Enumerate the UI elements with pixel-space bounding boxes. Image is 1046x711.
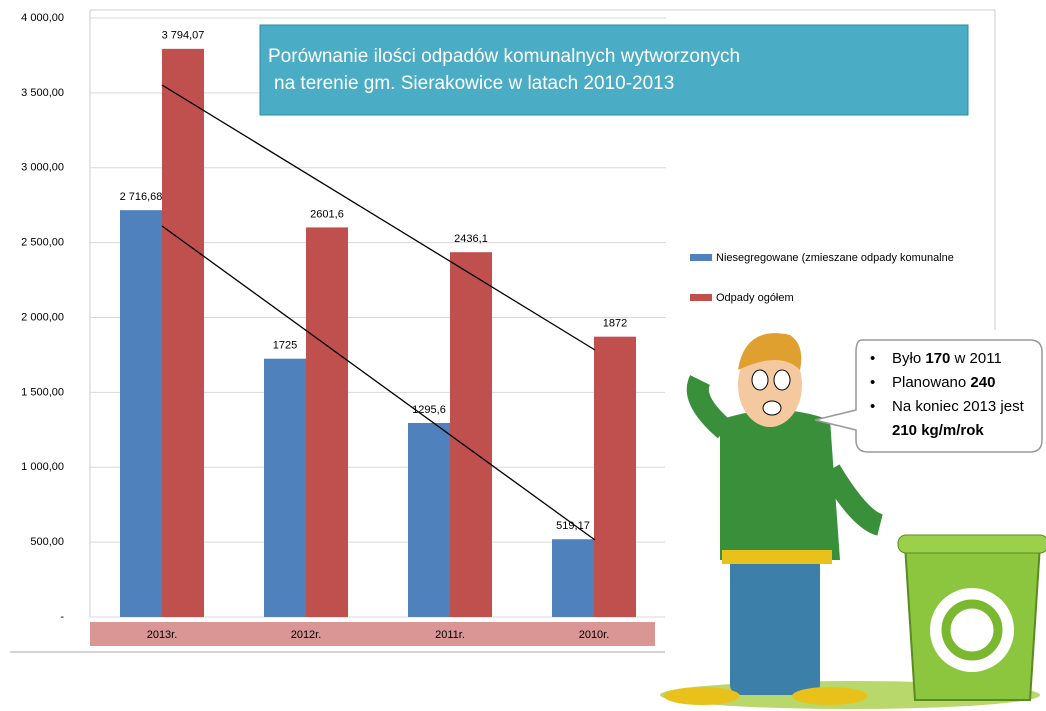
- legend: Niesegregowane (zmieszane odpady komunal…: [690, 252, 954, 304]
- value-label: 519,17: [556, 520, 590, 532]
- category-strip: [90, 622, 655, 646]
- bar: [450, 252, 492, 617]
- value-label: 3 794,07: [162, 30, 205, 42]
- x-tick-label: 2013r.: [147, 629, 178, 641]
- callout-item: Na koniec 2013 jest: [892, 398, 1025, 415]
- callout-emphasis: 210 kg/m/rok: [892, 422, 984, 439]
- bar: [264, 358, 306, 617]
- bar: [306, 227, 348, 617]
- text: Planowano: [892, 374, 970, 391]
- speech-bubble: • Było 170 w 2011 • Planowano 240 • Na k…: [814, 339, 1043, 453]
- y-tick-label: 1 500,00: [21, 386, 64, 398]
- y-tick-label: 2 000,00: [21, 311, 64, 323]
- bar: [162, 48, 204, 618]
- y-tick-label: 4 000,00: [21, 12, 64, 24]
- value-label: 2601,6: [310, 208, 344, 220]
- y-tick-label: 3 500,00: [21, 87, 64, 99]
- trend-line: [161, 225, 596, 541]
- bar: [552, 539, 594, 617]
- legend-swatch: [690, 294, 712, 301]
- y-tick-label: 500,00: [30, 536, 64, 548]
- bullet: •: [870, 398, 875, 415]
- value-label: 1872: [603, 318, 627, 330]
- callout-item: Planowano 240: [892, 374, 995, 391]
- bar: [408, 422, 450, 617]
- text: Było: [892, 350, 925, 367]
- value-label: 1725: [273, 340, 297, 352]
- bar: [120, 210, 162, 617]
- y-tick-label: 3 000,00: [21, 162, 64, 174]
- callout-item: Było 170 w 2011: [892, 350, 1002, 367]
- value-label: 1295,6: [412, 404, 446, 416]
- x-tick-label: 2011r.: [435, 629, 465, 641]
- chart-title: Porównanie ilości odpadów komunalnych wy…: [268, 46, 740, 67]
- title-box: [259, 24, 969, 116]
- text: w 2011: [950, 350, 1001, 367]
- value-label: 2 716,68: [120, 191, 163, 203]
- y-tick-label: -: [60, 611, 64, 623]
- y-tick-label: 1 000,00: [21, 461, 64, 473]
- text: 240: [970, 374, 995, 391]
- plot: - 500,00 1 000,00 1 500,00 2 000,00 2 500,00 3…: [21, 12, 666, 646]
- chart-title: na terenie gm. Sierakowice w latach 2010…: [274, 73, 674, 94]
- value-label: 2436,1: [454, 233, 488, 245]
- text: 170: [925, 350, 950, 367]
- legend-swatch: [690, 254, 712, 261]
- bullet: •: [870, 350, 875, 367]
- x-tick-label: 2012r.: [291, 629, 322, 641]
- bar: [594, 336, 636, 617]
- legend-label: Niesegregowane (zmieszane odpady komunal…: [716, 252, 954, 264]
- bullet: •: [870, 374, 875, 391]
- x-tick-label: 2010r.: [579, 629, 610, 641]
- text: Na koniec 2013 jest: [892, 398, 1025, 415]
- trend-line: [161, 84, 596, 351]
- y-tick-label: 2 500,00: [21, 237, 64, 249]
- legend-label: Odpady ogółem: [716, 292, 794, 304]
